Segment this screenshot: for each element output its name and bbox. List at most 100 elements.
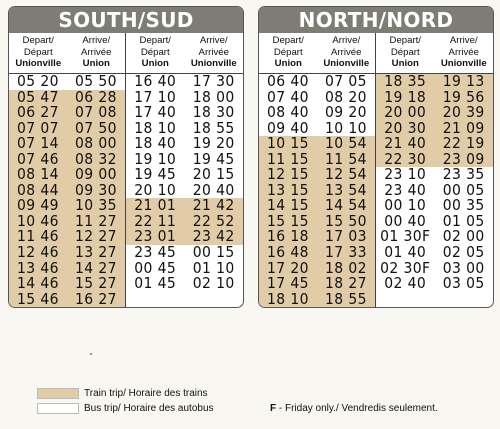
train-trip-row: 18 35 19 13 [376, 73, 493, 90]
train-trip-row: 07 14 08 00 [9, 136, 125, 152]
departure-time: 18 40 [134, 134, 177, 153]
header-line: Départ [390, 46, 420, 58]
arrival-time: 08 20 [325, 87, 367, 106]
header-line: Arrivée [331, 46, 362, 58]
arrival-time: 22 52 [192, 211, 235, 230]
departure-time: 13 46 [17, 258, 59, 277]
decorative-dot [90, 353, 92, 355]
south-column-header: Arrive/Arrivée Unionville [185, 33, 244, 73]
train-trip-row: 12 15 12 54 [259, 167, 375, 183]
departure-time: 05 47 [17, 87, 59, 106]
arrival-time: 20 15 [192, 165, 235, 184]
arrival-time: 00 35 [442, 196, 485, 215]
arrival-time: 02 00 [442, 227, 485, 246]
arrival-time: 08 00 [75, 134, 117, 153]
header-line: Depart/ [139, 35, 171, 46]
departure-time: 14 46 [17, 274, 59, 293]
arrival-time: 18 55 [192, 118, 235, 137]
south-column-headers: Depart/Départ Unionville Arrive/Arrivée Uni… [9, 33, 243, 74]
departure-time: 01 40 [384, 243, 427, 262]
bus-trip-row: 00 40 01 05 [376, 213, 493, 230]
bus-trip-row: 20 10 20 40 [126, 180, 243, 199]
train-trip-row: 07 07 07 50 [9, 120, 125, 137]
train-trip-row: 18 10 18 55 [259, 291, 375, 308]
departure-time: 10 46 [17, 211, 59, 230]
arrival-time: 00 05 [442, 180, 485, 199]
arrival-time: 23 35 [442, 165, 485, 184]
south-column-header: Depart/Départ Union [126, 33, 185, 73]
departure-time: 16 40 [134, 72, 177, 90]
south-left-half: 05 20 05 50 05 47 06 28 06 27 07 08 07 07 07 50… [9, 72, 126, 308]
departure-time: 06 27 [17, 103, 59, 122]
departure-time: 10 15 [267, 134, 309, 153]
header-station: Unionville [190, 58, 237, 69]
departure-time: 06 40 [267, 72, 309, 90]
arrival-time: 18 02 [325, 258, 367, 277]
departure-time: 09 49 [17, 196, 59, 215]
departure-time: 11 46 [17, 227, 59, 246]
departure-time: 08 14 [17, 165, 59, 184]
departure-time: 19 45 [134, 165, 177, 184]
departure-time: 07 14 [17, 134, 59, 153]
train-swatch [37, 388, 79, 399]
train-trip-row: 08 14 09 00 [9, 167, 125, 183]
arrival-time: 10 54 [325, 134, 367, 153]
north-schedule-body: 06 40 07 05 07 40 08 20 08 40 09 20 09 40 10 10… [259, 72, 493, 308]
header-station: Union [141, 58, 169, 69]
departure-time: 00 45 [134, 258, 177, 277]
train-trip-row: 23 01 23 42 [126, 227, 243, 246]
header-line: Arrive/ [82, 35, 111, 46]
departure-time: 20 10 [134, 180, 177, 199]
train-trip-row: 22 30 23 09 [376, 151, 493, 168]
train-trip-row: 21 40 22 19 [376, 136, 493, 152]
header-station: Union [391, 58, 419, 69]
north-column-header: Depart/Départ Union [376, 33, 435, 73]
departure-time: 02 30F [380, 258, 431, 277]
header-line: Arrive/ [449, 35, 478, 46]
departure-time: 16 18 [267, 227, 309, 246]
train-trip-row: 08 44 09 30 [9, 182, 125, 199]
header-line: Arrivée [448, 46, 479, 58]
north-right-half: 18 35 19 13 19 18 19 56 20 00 20 39 20 30 21 09… [376, 73, 493, 307]
arrival-time: 20 40 [192, 180, 235, 199]
arrival-time: 10 35 [75, 196, 117, 215]
south-right-half: 16 40 17 30 17 10 18 00 17 40 18 30 18 10 18 55… [126, 72, 243, 307]
arrival-time: 17 30 [192, 72, 235, 90]
train-trip-row: 19 18 19 56 [376, 89, 493, 106]
train-trip-row: 11 15 11 54 [259, 149, 375, 168]
arrival-time: 07 08 [75, 103, 117, 122]
arrival-time: 23 42 [192, 227, 235, 246]
bus-trip-row: 01 45 02 10 [126, 276, 243, 292]
departure-time: 17 45 [267, 274, 309, 293]
bus-trip-row: 08 40 09 20 [259, 105, 375, 121]
arrival-time: 17 03 [325, 227, 367, 246]
bus-trip-row: 02 40 03 05 [376, 276, 493, 292]
bus-trip-row: 23 10 23 35 [376, 167, 493, 183]
departure-time: 23 01 [134, 227, 177, 246]
departure-time: 13 15 [267, 180, 309, 199]
departure-time: 12 46 [17, 243, 59, 262]
header-station: Union [82, 58, 110, 69]
arrival-time: 18 30 [192, 103, 235, 122]
south-title: SOUTH/SUD [9, 7, 243, 33]
departure-time: 20 00 [384, 103, 427, 122]
train-trip-row: 14 15 14 54 [259, 198, 375, 214]
departure-time: 05 20 [17, 72, 59, 90]
bus-trip-row: 02 30F 03 00 [376, 258, 493, 277]
arrival-time: 17 33 [325, 243, 367, 262]
train-trip-row: 15 46 16 27 [9, 291, 125, 308]
departure-time: 11 15 [267, 149, 309, 168]
arrival-time: 12 27 [75, 227, 117, 246]
arrival-time: 11 54 [325, 149, 367, 168]
arrival-time: 18 27 [325, 274, 367, 293]
departure-time: 22 11 [134, 211, 177, 230]
departure-time: 19 10 [134, 149, 177, 168]
bus-trip-row: 05 20 05 50 [9, 72, 125, 90]
train-trip-row: 05 47 06 28 [9, 87, 125, 106]
arrival-time: 13 27 [75, 243, 117, 262]
train-trip-row: 10 15 10 54 [259, 136, 375, 152]
arrival-time: 21 42 [192, 196, 235, 215]
south-schedule-table: SOUTH/SUD Depart/Départ Unionville Arrive/… [8, 6, 244, 309]
bus-trip-row: 00 10 00 35 [376, 198, 493, 214]
arrival-time: 03 00 [442, 258, 485, 277]
